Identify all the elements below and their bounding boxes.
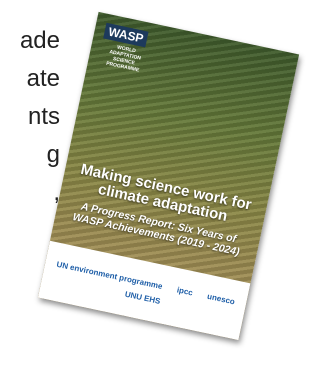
text-line: , — [0, 174, 60, 212]
text-line: g — [0, 136, 60, 174]
partner-logo: unesco — [206, 292, 235, 307]
partner-logos: UN environment programme ipcc unesco UNU… — [38, 241, 251, 340]
text-line: nts — [0, 98, 60, 136]
partner-logo: ipcc — [176, 285, 194, 297]
side-text: ade ate nts g , — [0, 22, 60, 212]
logo: WASP WORLD ADAPTATION SCIENCE PROGRAMME — [98, 22, 156, 75]
report-cover[interactable]: WASP WORLD ADAPTATION SCIENCE PROGRAMME … — [38, 12, 299, 340]
partner-logo: UNU EHS — [124, 290, 161, 306]
text-line: ate — [0, 60, 60, 98]
page: ade ate nts g , WASP WORLD ADAPTATION SC… — [0, 0, 305, 365]
partner-logo: UN environment programme — [56, 260, 164, 291]
text-line: ade — [0, 22, 60, 60]
